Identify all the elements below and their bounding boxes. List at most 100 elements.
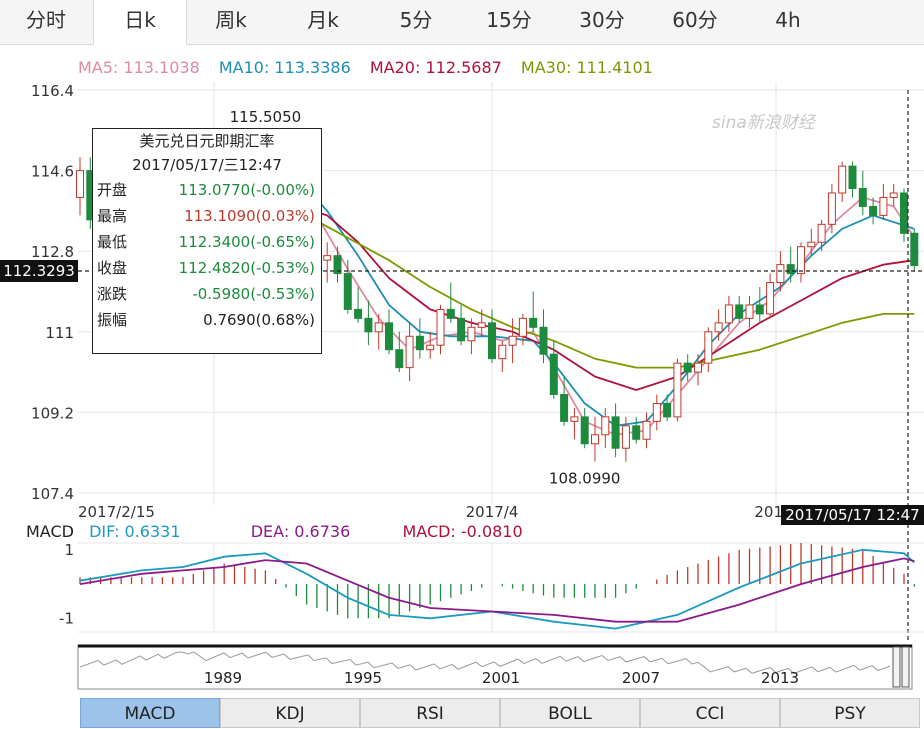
macd-y-tick-label: -1 — [59, 609, 74, 627]
candle-body — [776, 264, 785, 284]
tooltip-row: 最高 113.1090(0.03%) — [93, 203, 321, 229]
ma-line-ma10 — [254, 187, 915, 427]
candle-body — [354, 308, 363, 319]
ma5-label: MA5: 113.1038 — [78, 58, 200, 77]
tooltip-row: 振幅 0.7690(0.68%) — [93, 307, 321, 333]
candle-body — [333, 255, 342, 275]
candle-body — [724, 304, 733, 324]
candle-body — [415, 335, 424, 351]
tab-4[interactable]: 5分 — [399, 8, 433, 32]
ma-line-ma5 — [254, 169, 916, 436]
candle-body — [405, 335, 414, 369]
dea-label: DEA: 0.6736 — [250, 522, 351, 541]
ma30-label: MA30: 111.4101 — [520, 58, 653, 77]
candle-body — [477, 322, 486, 328]
candle-body — [910, 232, 919, 266]
tab-2[interactable]: 周k — [215, 8, 247, 32]
indicator-tab-kdj[interactable]: KDJ — [220, 698, 360, 728]
tooltip-row: 开盘 113.0770(-0.00%) — [93, 177, 321, 203]
indicator-tab-psy[interactable]: PSY — [780, 698, 920, 728]
tooltip-datetime: 2017/05/17/三12:47 — [132, 156, 282, 174]
tab-7[interactable]: 60分 — [672, 8, 718, 32]
candle-body — [611, 416, 620, 449]
candle-body — [518, 317, 527, 337]
candle-body — [364, 317, 373, 333]
candle-body — [488, 322, 496, 360]
navigator-series — [79, 651, 891, 674]
tooltip-row-value: 112.4820(-0.53%) — [178, 259, 315, 277]
candle-body — [869, 205, 878, 216]
tooltip-row-value: 0.7690(0.68%) — [203, 311, 315, 329]
ma-legend: MA5: 113.1038 MA10: 113.3386 MA20: 112.5… — [78, 58, 667, 77]
candle-body — [621, 425, 630, 449]
candle-body — [385, 322, 393, 351]
tooltip-row: 收盘 112.4820(-0.53%) — [93, 255, 321, 281]
candle-body — [827, 192, 836, 225]
candle-body — [539, 326, 548, 355]
candle-body — [858, 188, 867, 207]
y-tick-label: 111 — [45, 324, 74, 342]
tooltip-row-value: 112.3400(-0.65%) — [178, 233, 315, 251]
candle-body — [323, 255, 332, 261]
tab-6[interactable]: 30分 — [579, 8, 625, 32]
macd-line-dea — [79, 557, 915, 623]
extreme-label: 115.5050 — [230, 108, 302, 126]
x-tick-label: 2017/2/15 — [78, 503, 155, 521]
tooltip-row-label: 收盘 — [97, 259, 128, 277]
sina-watermark: sina新浪财经 — [712, 113, 817, 133]
y-tick-label: 109.2 — [31, 404, 74, 422]
tab-0[interactable]: 分时 — [26, 8, 66, 32]
data-tooltip: 美元兑日元即期汇率 2017/05/17/三12:47 开盘 113.0770(-… — [92, 128, 322, 354]
candle-body — [457, 317, 466, 342]
tab-1[interactable]: 日k — [93, 0, 187, 45]
candle-body — [549, 353, 558, 395]
candle-body — [797, 246, 805, 275]
candle-body — [498, 344, 507, 360]
candle-body — [817, 223, 826, 243]
candle-body — [745, 304, 754, 319]
candle-body — [632, 425, 641, 440]
ma-line-ma20 — [254, 205, 915, 391]
candle-body — [570, 416, 579, 422]
macd-y-tick-label: 1 — [64, 541, 74, 559]
navigator-year-label: 2013 — [761, 669, 799, 687]
ma20-label: MA20: 112.5687 — [369, 58, 502, 77]
indicator-tab-bar: MACD KDJ RSI BOLL CCI PSY — [80, 698, 920, 728]
tooltip-row-value: 113.0770(-0.00%) — [178, 181, 315, 199]
candle-body — [601, 416, 610, 436]
candle-body — [889, 192, 898, 198]
navigator-year-label: 1995 — [344, 669, 382, 687]
indicator-tab-boll[interactable]: BOLL — [500, 698, 640, 728]
tab-5[interactable]: 15分 — [486, 8, 532, 32]
candle-body — [580, 416, 589, 445]
candle-body — [591, 434, 599, 445]
y-tick-label: 112.8 — [31, 243, 74, 261]
navigator-year-label: 2007 — [622, 669, 660, 687]
y-tick-label: 116.4 — [31, 82, 74, 100]
candle-body — [76, 170, 84, 198]
candle-body — [467, 326, 476, 342]
candle-body — [848, 165, 857, 190]
indicator-tab-macd[interactable]: MACD — [80, 698, 220, 728]
candle-body — [642, 420, 651, 440]
indicator-tab-rsi[interactable]: RSI — [360, 698, 500, 728]
candle-body — [343, 273, 352, 310]
navigator-handle-left[interactable] — [892, 646, 901, 688]
candle-body — [786, 264, 795, 275]
tab-8[interactable]: 4h — [775, 8, 801, 32]
candle-body — [694, 362, 702, 373]
navigator-handle-right[interactable] — [901, 646, 910, 688]
candle-body — [714, 322, 723, 333]
candle-body — [735, 304, 744, 319]
macd-line-dif — [79, 548, 915, 630]
candle-body — [663, 402, 672, 418]
tab-3[interactable]: 月k — [307, 8, 339, 32]
tooltip-row-value: -0.5980(-0.53%) — [192, 285, 315, 303]
tooltip-row-value: 113.1090(0.03%) — [184, 207, 315, 225]
tooltip-row: 涨跌 -0.5980(-0.53%) — [93, 281, 321, 307]
tooltip-row-label: 振幅 — [97, 311, 128, 329]
navigator-frame — [77, 644, 913, 690]
candle-body — [900, 192, 908, 234]
indicator-tab-cci[interactable]: CCI — [640, 698, 780, 728]
